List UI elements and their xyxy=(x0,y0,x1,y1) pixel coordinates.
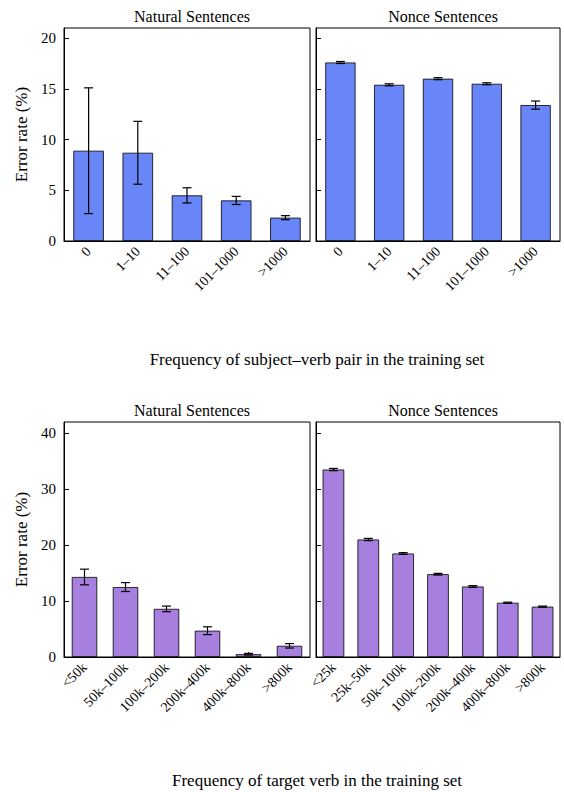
svg-text:20: 20 xyxy=(41,537,56,553)
svg-text:11–100: 11–100 xyxy=(152,244,192,284)
svg-text:1–10: 1–10 xyxy=(113,244,143,274)
svg-text:15: 15 xyxy=(41,81,56,97)
svg-text:10: 10 xyxy=(41,132,56,148)
svg-text:400k–800k: 400k–800k xyxy=(199,660,254,715)
svg-text:20: 20 xyxy=(41,30,56,46)
svg-text:Error rate (%): Error rate (%) xyxy=(12,87,31,182)
svg-text:1–10: 1–10 xyxy=(364,244,394,274)
svg-text:11–100: 11–100 xyxy=(403,244,443,284)
svg-text:0: 0 xyxy=(330,244,346,260)
svg-text:30: 30 xyxy=(41,481,56,497)
svg-text:Nonce Sentences: Nonce Sentences xyxy=(388,402,498,419)
svg-text:0: 0 xyxy=(49,233,57,249)
svg-text:50k–100k: 50k–100k xyxy=(80,659,131,710)
svg-text:>1000: >1000 xyxy=(255,244,291,280)
svg-text:Error rate (%): Error rate (%) xyxy=(12,492,31,587)
svg-text:Frequency of target verb in th: Frequency of target verb in the training… xyxy=(172,771,462,790)
svg-text:>1000: >1000 xyxy=(505,244,541,280)
svg-text:10: 10 xyxy=(41,593,56,609)
svg-text:5: 5 xyxy=(49,182,57,198)
svg-text:Natural Sentences: Natural Sentences xyxy=(134,402,250,419)
svg-text:200k–400k: 200k–400k xyxy=(157,659,213,715)
svg-text:>800k: >800k xyxy=(259,660,295,696)
svg-text:400k–800k: 400k–800k xyxy=(458,660,513,715)
svg-text:Natural Sentences: Natural Sentences xyxy=(134,8,250,25)
svg-text:<50k: <50k xyxy=(59,660,90,691)
svg-text:<25k: <25k xyxy=(308,660,339,691)
svg-text:100k–200k: 100k–200k xyxy=(388,659,444,715)
svg-text:Frequency of subject–verb pair: Frequency of subject–verb pair in the tr… xyxy=(150,350,485,369)
svg-text:40: 40 xyxy=(41,425,56,441)
svg-text:101–1000: 101–1000 xyxy=(442,244,492,294)
svg-text:0: 0 xyxy=(78,244,94,260)
svg-text:200k–400k: 200k–400k xyxy=(423,659,479,715)
svg-text:50k–100k: 50k–100k xyxy=(358,659,409,710)
svg-text:0: 0 xyxy=(49,649,57,665)
svg-text:101–1000: 101–1000 xyxy=(191,244,241,294)
svg-text:100k–200k: 100k–200k xyxy=(116,659,172,715)
svg-text:25k–50k: 25k–50k xyxy=(328,659,374,705)
svg-text:>800k: >800k xyxy=(512,660,548,696)
svg-text:Nonce Sentences: Nonce Sentences xyxy=(388,8,498,25)
